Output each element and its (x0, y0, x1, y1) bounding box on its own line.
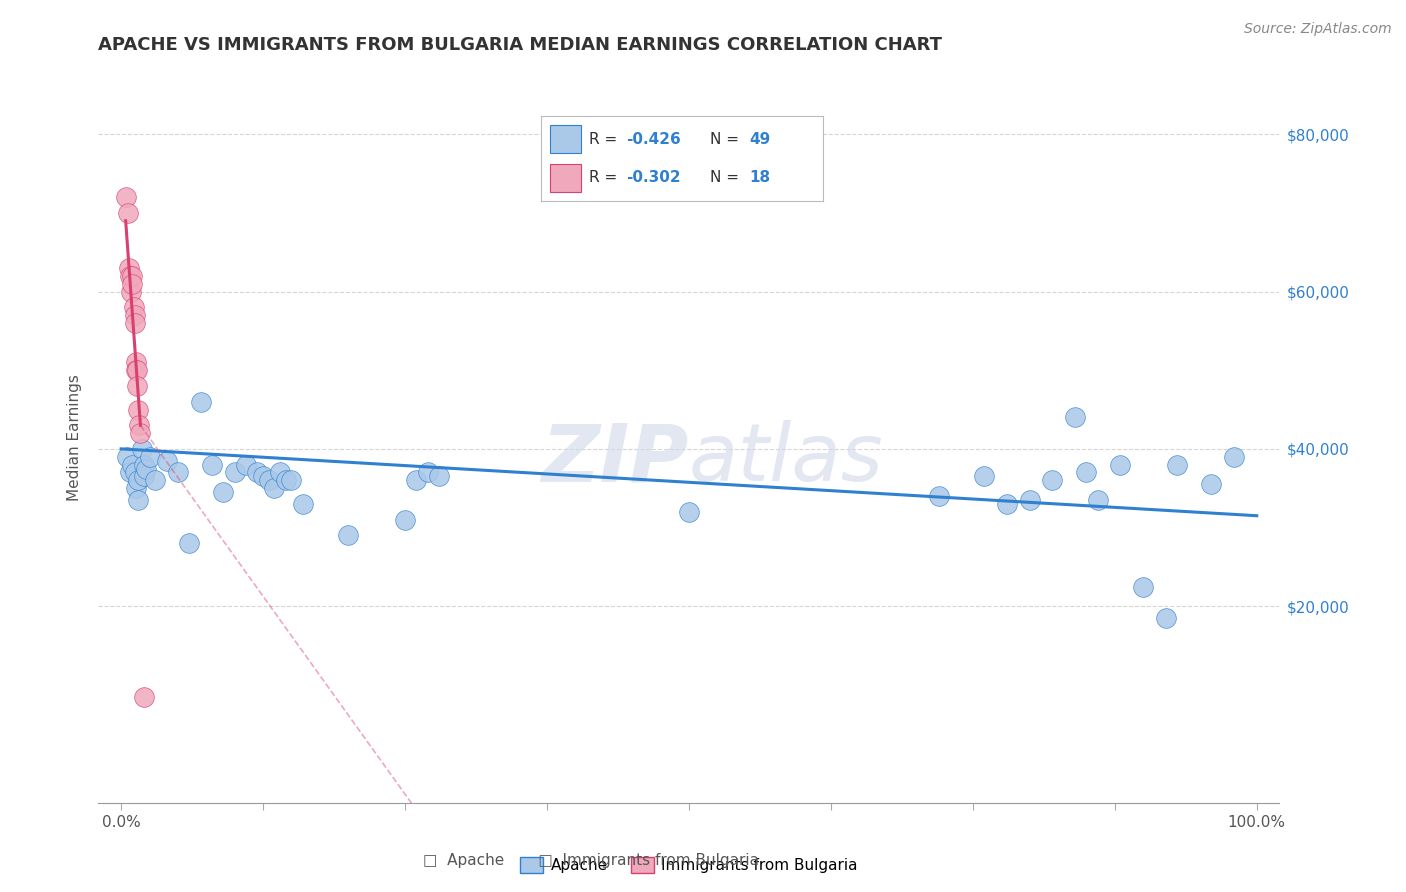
Point (122, 301, 145, 315)
Point (129, 426, 152, 441)
Point (179, 536, 201, 550)
Point (1223, 450, 1246, 464)
Point (115, 450, 138, 464)
Point (995, 497, 1018, 511)
Point (224, 466, 246, 480)
Point (274, 473, 297, 487)
Point (263, 481, 285, 495)
Point (128, 418, 150, 433)
Point (124, 316, 146, 330)
Text: 49: 49 (749, 132, 770, 147)
Point (125, 363, 148, 377)
Text: -0.302: -0.302 (626, 169, 681, 185)
Text: APACHE VS IMMIGRANTS FROM BULGARIA MEDIAN EARNINGS CORRELATION CHART: APACHE VS IMMIGRANTS FROM BULGARIA MEDIA… (98, 36, 942, 54)
Text: Source: ZipAtlas.com: Source: ZipAtlas.com (1244, 22, 1392, 37)
Point (678, 505, 700, 519)
Bar (550, 164, 581, 192)
Point (1154, 611, 1177, 625)
Point (121, 277, 143, 291)
Point (132, 690, 155, 704)
Point (1040, 473, 1063, 487)
Point (125, 363, 148, 377)
Text: N =: N = (710, 169, 744, 185)
Point (167, 466, 190, 480)
Point (155, 453, 177, 467)
Point (246, 466, 269, 480)
Point (1166, 458, 1188, 472)
Text: ZIP: ZIP (541, 420, 689, 498)
Point (973, 469, 995, 483)
Text: atlas: atlas (689, 420, 884, 498)
Text: 18: 18 (749, 169, 770, 185)
Point (201, 458, 224, 472)
Point (928, 489, 950, 503)
Point (124, 308, 146, 322)
Point (127, 473, 149, 487)
Point (125, 355, 148, 369)
Point (117, 206, 139, 220)
Point (131, 442, 153, 456)
Point (121, 268, 143, 283)
Point (1132, 580, 1154, 594)
Point (1064, 410, 1087, 425)
Point (125, 379, 148, 393)
Point (114, 190, 136, 204)
Point (118, 260, 141, 275)
Point (132, 458, 155, 472)
Point (121, 458, 143, 472)
Y-axis label: Median Earnings: Median Earnings (67, 374, 83, 500)
Point (394, 513, 416, 527)
Point (120, 466, 142, 480)
Point (1076, 466, 1098, 480)
Text: R =: R = (589, 132, 623, 147)
Point (124, 466, 146, 480)
Point (235, 458, 257, 472)
Text: -0.426: -0.426 (626, 132, 681, 147)
Point (416, 466, 439, 480)
Point (120, 268, 142, 283)
Point (405, 473, 427, 487)
Point (337, 528, 360, 542)
Point (1201, 477, 1223, 491)
Point (127, 493, 149, 508)
Text: N =: N = (710, 132, 744, 147)
Point (190, 394, 212, 409)
Point (1018, 493, 1040, 508)
Point (132, 469, 155, 483)
Point (257, 473, 280, 487)
Point (120, 285, 142, 299)
Point (1109, 458, 1132, 472)
Text: R =: R = (589, 169, 623, 185)
Point (143, 473, 166, 487)
Point (291, 497, 314, 511)
Point (269, 466, 291, 480)
Bar (550, 125, 581, 153)
Legend: Apache, Immigrants from Bulgaria: Apache, Immigrants from Bulgaria (515, 851, 863, 880)
Point (252, 469, 274, 483)
Point (127, 402, 149, 417)
Point (427, 469, 450, 483)
Point (280, 473, 302, 487)
Point (138, 450, 160, 464)
Point (125, 481, 148, 495)
Point (212, 485, 235, 500)
Text: □  Apache       □  Immigrants from Bulgaria: □ Apache □ Immigrants from Bulgaria (423, 854, 758, 868)
Point (1087, 493, 1109, 508)
Point (135, 461, 157, 475)
